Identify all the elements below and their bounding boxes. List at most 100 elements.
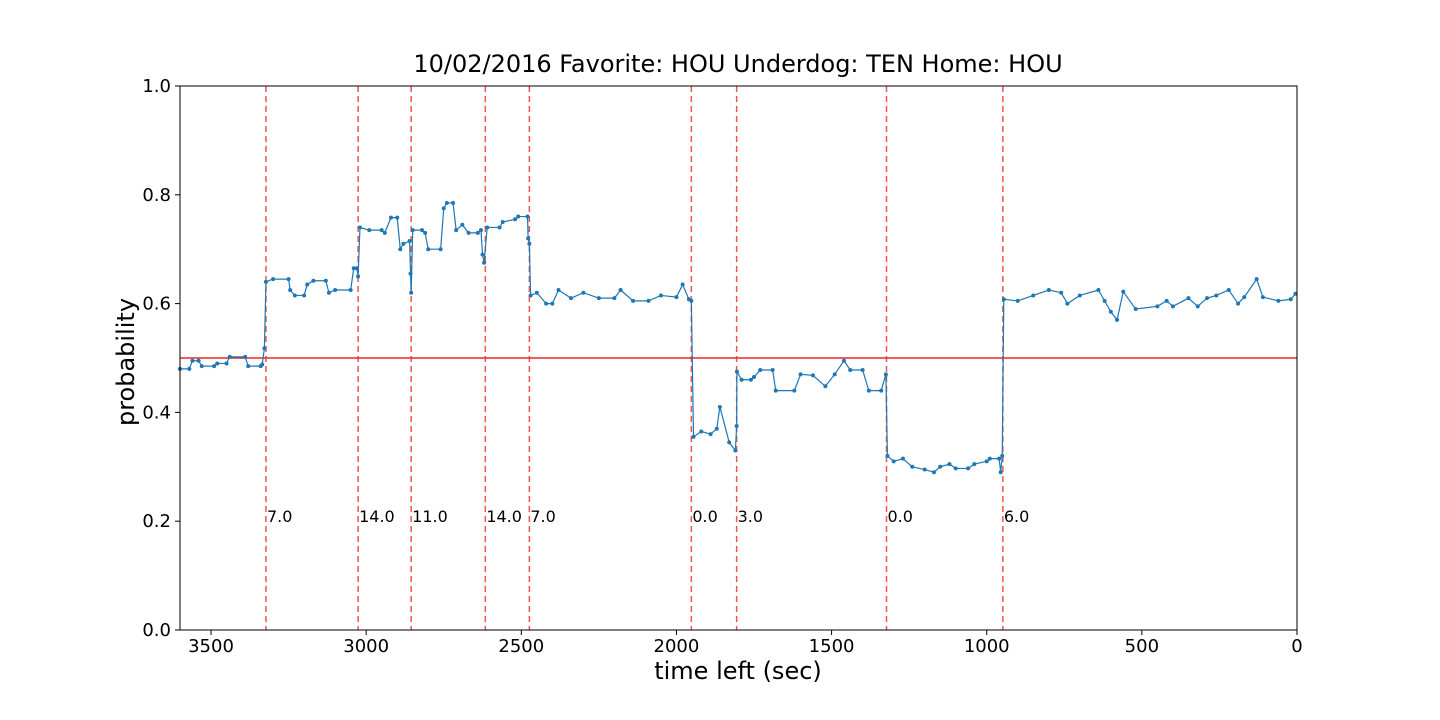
point [680, 282, 685, 287]
x-tick-label: 1000 [964, 636, 1010, 657]
point [354, 266, 359, 271]
point [444, 200, 449, 205]
event-label: 7.0 [530, 507, 555, 526]
point [1001, 297, 1006, 302]
point [1133, 307, 1138, 312]
point [478, 228, 483, 233]
event-label: 0.0 [888, 507, 913, 526]
point [998, 470, 1003, 475]
point [388, 215, 393, 220]
point [885, 453, 890, 458]
point [305, 282, 310, 287]
point [544, 301, 549, 306]
point [646, 298, 651, 303]
point [1254, 277, 1259, 282]
point [395, 215, 400, 220]
x-tick-label: 3500 [188, 636, 234, 657]
point [674, 295, 679, 300]
event-label: 14.0 [359, 507, 395, 526]
event-label: 11.0 [412, 507, 448, 526]
point [997, 456, 1002, 461]
point [1121, 289, 1126, 294]
point [263, 279, 268, 284]
point [1293, 291, 1298, 296]
point [1015, 298, 1020, 303]
point [513, 217, 518, 222]
x-tick-label: 2000 [654, 636, 700, 657]
point [311, 278, 316, 283]
point [187, 366, 192, 371]
point [581, 290, 586, 295]
point [748, 377, 753, 382]
plot-frame [179, 85, 1298, 631]
point [972, 462, 977, 467]
point [527, 241, 532, 246]
point [516, 214, 521, 219]
point [475, 230, 480, 235]
point [410, 228, 415, 233]
point [900, 456, 905, 461]
point [323, 278, 328, 283]
point [883, 372, 888, 377]
point [691, 434, 696, 439]
point [302, 293, 307, 298]
series-line [180, 202, 1296, 473]
point [866, 388, 871, 393]
point [708, 432, 713, 437]
point [348, 288, 353, 292]
point [485, 225, 490, 230]
point [1260, 295, 1265, 300]
point [215, 361, 220, 366]
point [451, 200, 456, 205]
point [441, 206, 446, 211]
point [480, 252, 485, 257]
point [286, 277, 291, 282]
point [482, 260, 487, 265]
point [841, 358, 846, 363]
point [382, 230, 387, 235]
point [426, 247, 431, 252]
event-label: 0.0 [692, 507, 717, 526]
point [288, 288, 293, 292]
point [525, 214, 530, 219]
point [733, 448, 738, 453]
point [689, 298, 694, 303]
point [1170, 304, 1175, 309]
point [910, 464, 915, 469]
point [260, 362, 265, 367]
x-tick-label: 1500 [809, 636, 855, 657]
point [407, 239, 412, 244]
point [1205, 296, 1210, 301]
point [199, 364, 204, 369]
point [798, 372, 803, 377]
point [758, 367, 763, 372]
point [196, 358, 201, 363]
point [596, 296, 601, 301]
y-tick-label: 0.6 [142, 294, 171, 315]
point [246, 364, 251, 369]
point [367, 228, 372, 233]
point [770, 367, 775, 372]
point [1288, 297, 1293, 302]
point [398, 247, 403, 252]
point [568, 296, 573, 301]
point [752, 375, 757, 380]
x-tick-label: 3000 [343, 636, 389, 657]
point [409, 290, 414, 295]
point [953, 466, 958, 471]
point [408, 271, 413, 276]
y-tick-label: 0.8 [142, 185, 171, 206]
point [966, 466, 971, 471]
point [1108, 309, 1113, 314]
event-label: 14.0 [486, 507, 522, 526]
point [1115, 317, 1120, 322]
point [243, 354, 248, 359]
point [190, 358, 195, 363]
point [947, 462, 952, 467]
point [212, 364, 217, 369]
point [1186, 296, 1191, 301]
point [891, 459, 896, 464]
point [1000, 453, 1005, 458]
point [1236, 301, 1241, 306]
